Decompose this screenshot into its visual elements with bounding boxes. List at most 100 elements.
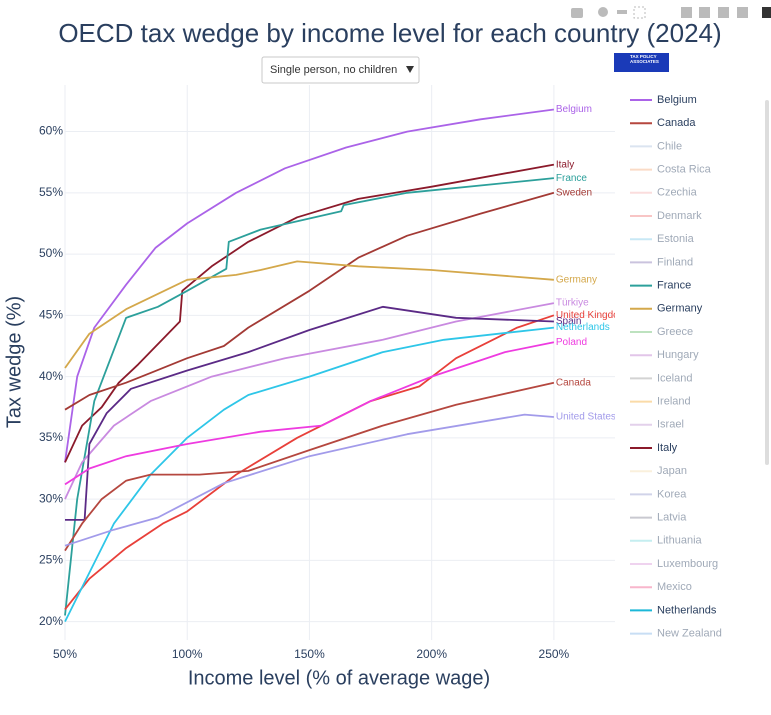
zoom-icon[interactable] (598, 7, 608, 17)
legend-item[interactable]: Canada (630, 117, 696, 129)
legend-item[interactable]: Germany (630, 303, 703, 315)
legend-label[interactable]: Iceland (657, 372, 692, 384)
line-end-label: Canada (556, 377, 591, 388)
legend-label[interactable]: France (657, 280, 691, 292)
y-axis-title: Tax wedge (%) (3, 296, 25, 428)
legend-label[interactable]: Belgium (657, 94, 697, 106)
legend-item[interactable]: Chile (630, 140, 682, 152)
series-line (64, 177, 554, 616)
legend-label[interactable]: Lithuania (657, 535, 703, 547)
line-end-label: Belgium (556, 104, 592, 115)
legend-label[interactable]: Canada (657, 117, 696, 129)
legend-label[interactable]: Ireland (657, 396, 691, 408)
legend-item[interactable]: Israel (630, 419, 684, 431)
line-end-label: Türkiye (556, 298, 589, 309)
dropdown-arrow[interactable] (406, 66, 414, 73)
legend-item[interactable]: Costa Rica (630, 164, 712, 176)
grid (64, 85, 615, 640)
legend-label[interactable]: Chile (657, 140, 682, 152)
autoscale-icon[interactable] (718, 7, 729, 18)
series-line (64, 302, 555, 500)
line-end-label: Spain (556, 316, 582, 327)
dropdown-label[interactable]: Single person, no children (270, 64, 397, 76)
y-tick-label: 35% (39, 430, 63, 444)
legend-scrollbar[interactable] (765, 100, 769, 465)
legend-item[interactable]: Mexico (630, 581, 692, 593)
line-end-label: Netherlands (556, 322, 610, 333)
zoom-in-icon[interactable] (681, 7, 692, 18)
logo-box (614, 53, 669, 72)
select-icon[interactable] (633, 6, 646, 19)
series-line (64, 163, 555, 463)
legend-label[interactable]: Costa Rica (657, 164, 712, 176)
legend-item[interactable]: Finland (630, 256, 693, 268)
line-end-label: Poland (556, 337, 587, 348)
camera-icon[interactable] (571, 8, 583, 18)
x-tick-label: 150% (294, 647, 325, 661)
y-tick-label: 20% (39, 614, 63, 628)
legend-item[interactable]: Greece (630, 326, 693, 338)
legend-label[interactable]: New Zealand (657, 628, 722, 640)
legend-item[interactable]: Ireland (630, 396, 691, 408)
line-end-label: Italy (556, 159, 574, 170)
legend-item[interactable]: Lithuania (630, 535, 703, 547)
legend-label[interactable]: Italy (657, 442, 678, 454)
legend-item[interactable]: Luxembourg (630, 558, 718, 570)
reset-icon[interactable] (737, 7, 748, 18)
legend-label[interactable]: Japan (657, 465, 687, 477)
legend-label[interactable]: Mexico (657, 581, 692, 593)
legend-label[interactable]: Korea (657, 488, 687, 500)
plotly-logo (762, 7, 771, 18)
legend-item[interactable]: Japan (630, 465, 687, 477)
legend-label[interactable]: Estonia (657, 233, 695, 245)
legend-label[interactable]: Czechia (657, 187, 698, 199)
legend-label[interactable]: Israel (657, 419, 684, 431)
y-tick-label: 60% (39, 124, 63, 138)
legend-item[interactable]: Italy (630, 442, 678, 454)
y-tick-label: 55% (39, 185, 63, 199)
chart-title: OECD tax wedge by income level for each … (58, 18, 721, 48)
legend-label[interactable]: Denmark (657, 210, 702, 222)
legend-item[interactable]: Hungary (630, 349, 699, 361)
series-line (64, 260, 554, 369)
legend-item[interactable]: Estonia (630, 233, 695, 245)
dropdown-box[interactable] (261, 56, 420, 84)
series-line (64, 191, 555, 411)
legend-label[interactable]: Hungary (657, 349, 699, 361)
legend-item[interactable]: Latvia (630, 512, 687, 524)
pan-icon[interactable] (617, 10, 627, 14)
dropdown[interactable]: Single person, no children (261, 56, 420, 84)
x-tick-label: 250% (539, 647, 570, 661)
legend-item[interactable]: Czechia (630, 187, 698, 199)
legend-item[interactable]: Belgium (630, 94, 697, 106)
legend-item[interactable]: Iceland (630, 372, 692, 384)
toolbar (571, 6, 771, 19)
legend-item[interactable]: New Zealand (630, 628, 722, 640)
series-line (64, 413, 554, 547)
legend-label[interactable]: Luxembourg (657, 558, 718, 570)
legend-label[interactable]: Finland (657, 256, 693, 268)
legend-label[interactable]: Netherlands (657, 604, 717, 616)
x-tick-label: 100% (172, 647, 203, 661)
legend-label[interactable]: Greece (657, 326, 693, 338)
logo-text: TAX POLICY ASSOCIATES (630, 54, 659, 64)
y-tick-label: 50% (39, 246, 63, 260)
legend-item[interactable]: France (630, 280, 691, 292)
legend-label[interactable]: Latvia (657, 512, 687, 524)
legend-item[interactable]: Netherlands (630, 604, 717, 616)
legend-item[interactable]: Korea (630, 488, 687, 500)
series-line (64, 326, 554, 623)
x-axis-title: Income level (% of average wage) (188, 667, 490, 689)
logo: TAX POLICY ASSOCIATES (614, 53, 669, 72)
line-end-label: United Kingdom (556, 310, 627, 321)
y-tick-label: 40% (39, 369, 63, 383)
zoom-out-icon[interactable] (699, 7, 710, 18)
legend-label[interactable]: Germany (657, 303, 703, 315)
plot-lines: BelgiumItalyFranceSwedenGermanyTürkiyeUn… (64, 104, 627, 623)
line-end-label: Germany (556, 274, 597, 285)
x-tick-label: 200% (416, 647, 447, 661)
line-end-label: France (556, 173, 588, 184)
legend-item[interactable]: Denmark (630, 210, 702, 222)
y-tick-label: 25% (39, 553, 63, 567)
